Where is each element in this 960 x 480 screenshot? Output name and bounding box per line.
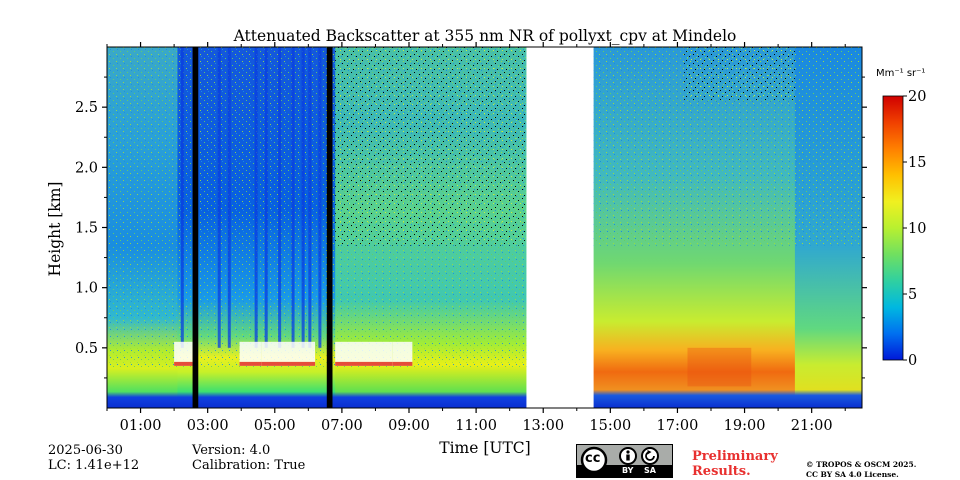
x-tick-label-10: 21:00 <box>791 418 833 434</box>
x-tick-label-9: 19:00 <box>724 418 766 434</box>
colorbar <box>882 95 904 361</box>
x-tick-label-7: 15:00 <box>589 418 631 434</box>
chart-title: Attenuated Backscatter at 355 nm NR of p… <box>233 27 737 45</box>
heatmap-area <box>107 47 863 408</box>
x-tick-label-6: 13:00 <box>522 418 564 434</box>
cloud-patch-3 <box>335 341 393 366</box>
x-tick-label-0: 01:00 <box>120 418 162 434</box>
footer-date: 2025-06-30 <box>48 443 123 458</box>
cc-label: cc <box>585 451 601 466</box>
heatmap-streak-7 <box>301 47 305 348</box>
colorbar-tick-label-4: 20 <box>908 89 926 105</box>
data-gap-0 <box>526 47 594 408</box>
x-axis-label: Time [UTC] <box>439 439 530 457</box>
copyright-line-2: CC BY SA 4.0 License. <box>806 470 899 479</box>
cloud-base-3 <box>335 361 393 366</box>
y-tick-label-4: 2.5 <box>75 100 98 116</box>
heatmap-streak-6 <box>291 47 295 348</box>
preliminary-line-2: Results. <box>692 464 751 479</box>
colorbar-tick-label-0: 0 <box>908 353 917 369</box>
sa-share-icon <box>641 447 659 465</box>
missing-profile-bar-1 <box>326 47 333 408</box>
footer-version: Version: 4.0 <box>192 443 271 458</box>
footer-lc: LC: 1.41e+12 <box>48 458 140 473</box>
x-tick-label-1: 03:00 <box>187 418 229 434</box>
footer-calibration: Calibration: True <box>192 458 306 473</box>
cc-icon <box>580 446 608 474</box>
cloud-patch-0 <box>174 341 193 366</box>
colorbar-unit-label: Mm⁻¹ sr⁻¹ <box>876 68 925 79</box>
cloud-patch-1 <box>239 341 262 366</box>
afternoon-hotspot <box>687 347 752 387</box>
colorbar-tick-label-1: 5 <box>908 287 917 303</box>
cloud-patch-4 <box>392 341 413 366</box>
by-label: BY <box>622 466 634 475</box>
copyright-note: © TROPOS & OSCM 2025. CC BY SA 4.0 Licen… <box>806 460 916 480</box>
heatmap-noise-day <box>335 47 527 246</box>
heatmap-streak-8 <box>308 47 312 348</box>
cloud-base-0 <box>174 361 193 366</box>
preliminary-note: Preliminary Results. <box>692 449 778 479</box>
copyright-line-1: © TROPOS & OSCM 2025. <box>806 460 917 469</box>
x-tick-label-5: 11:00 <box>455 418 497 434</box>
heatmap-streak-3 <box>254 47 258 348</box>
y-tick-label-0: 0.5 <box>75 341 98 357</box>
cloud-base-4 <box>392 361 413 366</box>
heatmap-streak-9 <box>318 47 322 348</box>
cloud-base-2 <box>261 361 316 366</box>
heatmap-streak-0 <box>180 47 184 348</box>
x-tick-label-3: 07:00 <box>321 418 363 434</box>
heatmap-streak-2 <box>227 47 231 348</box>
y-axis-label: Height [km] <box>46 182 64 277</box>
cc-license-badge: cc BY SA <box>576 444 673 478</box>
cloud-base-1 <box>239 361 262 366</box>
heatmap-streak-5 <box>278 47 282 348</box>
missing-profile-bar-0 <box>192 47 199 408</box>
heatmap-noise-afternoon <box>684 47 795 102</box>
sa-label: SA <box>644 466 656 475</box>
x-tick-label-8: 17:00 <box>657 418 699 434</box>
heatmap-streak-4 <box>264 47 268 348</box>
y-tick-label-1: 1.0 <box>75 281 98 297</box>
preliminary-line-1: Preliminary <box>692 449 778 464</box>
y-tick-label-3: 2.0 <box>75 160 98 176</box>
y-tick-label-2: 1.5 <box>75 221 98 237</box>
cloud-patch-2 <box>261 341 316 366</box>
colorbar-tick-label-3: 15 <box>908 155 926 171</box>
x-tick-label-2: 05:00 <box>254 418 296 434</box>
colorbar-tick-label-2: 10 <box>908 221 926 237</box>
x-tick-label-4: 09:00 <box>388 418 430 434</box>
heatmap-streak-1 <box>217 47 221 348</box>
